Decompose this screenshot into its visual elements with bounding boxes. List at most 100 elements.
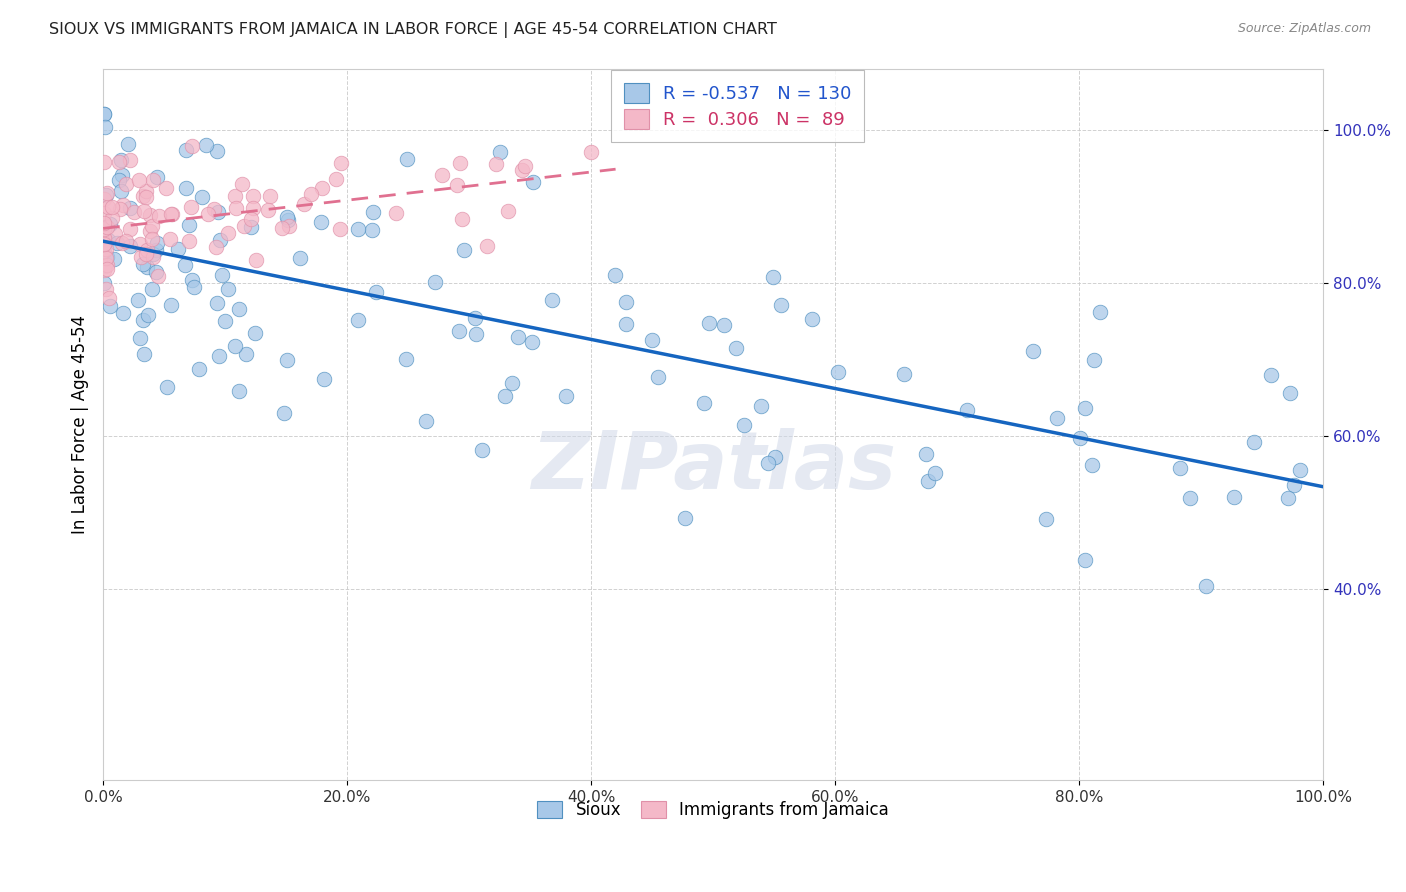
Point bbox=[693, 396, 716, 410]
Point bbox=[239, 220, 262, 235]
Point bbox=[541, 293, 564, 308]
Point bbox=[513, 160, 536, 174]
Point bbox=[98, 217, 121, 231]
Point bbox=[122, 205, 145, 219]
Point bbox=[1074, 553, 1097, 567]
Point bbox=[128, 173, 150, 187]
Point bbox=[111, 197, 134, 211]
Point bbox=[93, 216, 115, 230]
Point bbox=[211, 268, 233, 282]
Point bbox=[347, 312, 370, 326]
Point bbox=[145, 264, 167, 278]
Point bbox=[93, 230, 115, 244]
Point bbox=[188, 361, 211, 376]
Point bbox=[96, 262, 118, 277]
Point bbox=[242, 189, 264, 203]
Point bbox=[114, 234, 136, 248]
Point bbox=[240, 211, 263, 226]
Point bbox=[97, 233, 120, 247]
Point bbox=[96, 258, 118, 272]
Point bbox=[132, 257, 155, 271]
Y-axis label: In Labor Force | Age 45-54: In Labor Force | Age 45-54 bbox=[72, 315, 89, 534]
Point bbox=[489, 145, 512, 159]
Point bbox=[579, 145, 602, 159]
Point bbox=[520, 334, 543, 349]
Point bbox=[98, 299, 121, 313]
Point bbox=[1046, 411, 1069, 425]
Point bbox=[924, 467, 946, 481]
Point bbox=[277, 212, 299, 227]
Point bbox=[501, 376, 523, 390]
Point bbox=[423, 275, 446, 289]
Point bbox=[208, 233, 231, 247]
Point bbox=[242, 202, 264, 216]
Point bbox=[446, 178, 468, 192]
Point bbox=[231, 177, 253, 191]
Point bbox=[290, 251, 312, 265]
Point bbox=[135, 184, 157, 198]
Point bbox=[763, 450, 786, 464]
Point bbox=[180, 273, 202, 287]
Point bbox=[118, 153, 141, 167]
Point bbox=[770, 298, 793, 312]
Point bbox=[464, 327, 486, 342]
Point bbox=[94, 259, 117, 273]
Point bbox=[132, 203, 155, 218]
Point bbox=[177, 218, 200, 232]
Point bbox=[155, 181, 177, 195]
Point bbox=[129, 250, 152, 264]
Point bbox=[94, 120, 117, 135]
Point bbox=[366, 285, 388, 299]
Point bbox=[641, 334, 664, 348]
Point bbox=[180, 200, 202, 214]
Point bbox=[917, 474, 939, 488]
Point bbox=[1278, 385, 1301, 400]
Point bbox=[555, 389, 578, 403]
Point bbox=[208, 349, 231, 363]
Point bbox=[177, 234, 200, 248]
Point bbox=[384, 205, 406, 219]
Point bbox=[1088, 305, 1111, 319]
Point bbox=[93, 107, 115, 121]
Point bbox=[430, 169, 453, 183]
Point bbox=[115, 177, 138, 191]
Point bbox=[801, 311, 824, 326]
Point bbox=[191, 190, 214, 204]
Point bbox=[271, 221, 294, 235]
Point bbox=[956, 403, 979, 417]
Point bbox=[111, 168, 134, 182]
Point bbox=[1168, 460, 1191, 475]
Point bbox=[257, 203, 280, 218]
Point bbox=[1081, 458, 1104, 473]
Point bbox=[96, 220, 118, 235]
Point bbox=[146, 170, 169, 185]
Point bbox=[93, 206, 115, 220]
Point bbox=[129, 237, 152, 252]
Point bbox=[494, 389, 516, 403]
Point bbox=[276, 210, 298, 224]
Point bbox=[181, 138, 204, 153]
Point bbox=[146, 268, 169, 283]
Point bbox=[228, 301, 250, 316]
Point bbox=[273, 406, 295, 420]
Point bbox=[224, 339, 246, 353]
Legend: Sioux, Immigrants from Jamaica: Sioux, Immigrants from Jamaica bbox=[530, 794, 896, 825]
Point bbox=[96, 282, 118, 296]
Point bbox=[713, 318, 735, 332]
Point bbox=[120, 202, 142, 216]
Point bbox=[361, 204, 384, 219]
Point bbox=[217, 282, 239, 296]
Point bbox=[174, 143, 197, 157]
Point bbox=[228, 384, 250, 398]
Point bbox=[1083, 353, 1105, 368]
Point bbox=[277, 219, 299, 234]
Point bbox=[141, 231, 163, 245]
Point bbox=[329, 156, 352, 170]
Point bbox=[893, 367, 915, 381]
Point bbox=[94, 188, 117, 202]
Point bbox=[224, 188, 246, 202]
Point bbox=[1282, 477, 1305, 491]
Point bbox=[762, 270, 785, 285]
Point bbox=[1222, 490, 1244, 504]
Point bbox=[118, 222, 141, 236]
